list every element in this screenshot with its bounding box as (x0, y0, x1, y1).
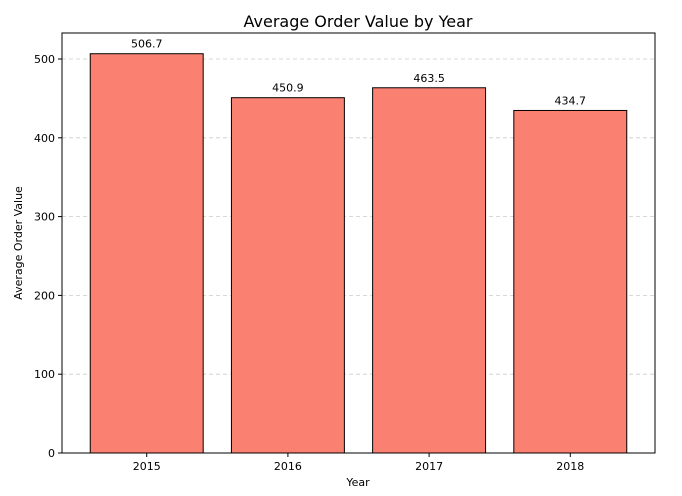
y-tick-label: 500 (34, 53, 55, 66)
y-tick-label: 0 (48, 447, 55, 460)
x-tick-label: 2017 (415, 460, 443, 473)
x-tick-label: 2018 (556, 460, 584, 473)
y-tick-label: 300 (34, 211, 55, 224)
bar-2015 (89, 53, 204, 454)
x-axis: 2015 2016 2017 2018 (133, 453, 584, 473)
x-axis-label: Year (345, 476, 370, 489)
x-tick-label: 2016 (274, 460, 302, 473)
bar-2018 (513, 109, 628, 454)
bar-2016 (230, 97, 345, 454)
value-label: 463.5 (413, 72, 445, 85)
y-axis-label: Average Order Value (12, 186, 25, 300)
value-label: 434.7 (555, 94, 587, 107)
value-labels: 506.7 450.9 463.5 434.7 (131, 38, 586, 108)
bar-2017 (372, 87, 487, 454)
chart-title: Average Order Value by Year (244, 12, 473, 31)
bars (89, 53, 628, 454)
plot-frame (61, 32, 656, 454)
y-tick-label: 400 (34, 132, 55, 145)
y-tick-label: 200 (34, 289, 55, 302)
value-label: 506.7 (131, 38, 163, 51)
x-tick-label: 2015 (133, 460, 161, 473)
value-label: 450.9 (272, 82, 304, 95)
y-tick-label: 100 (34, 368, 55, 381)
y-axis: 0 100 200 300 400 500 (34, 53, 62, 460)
